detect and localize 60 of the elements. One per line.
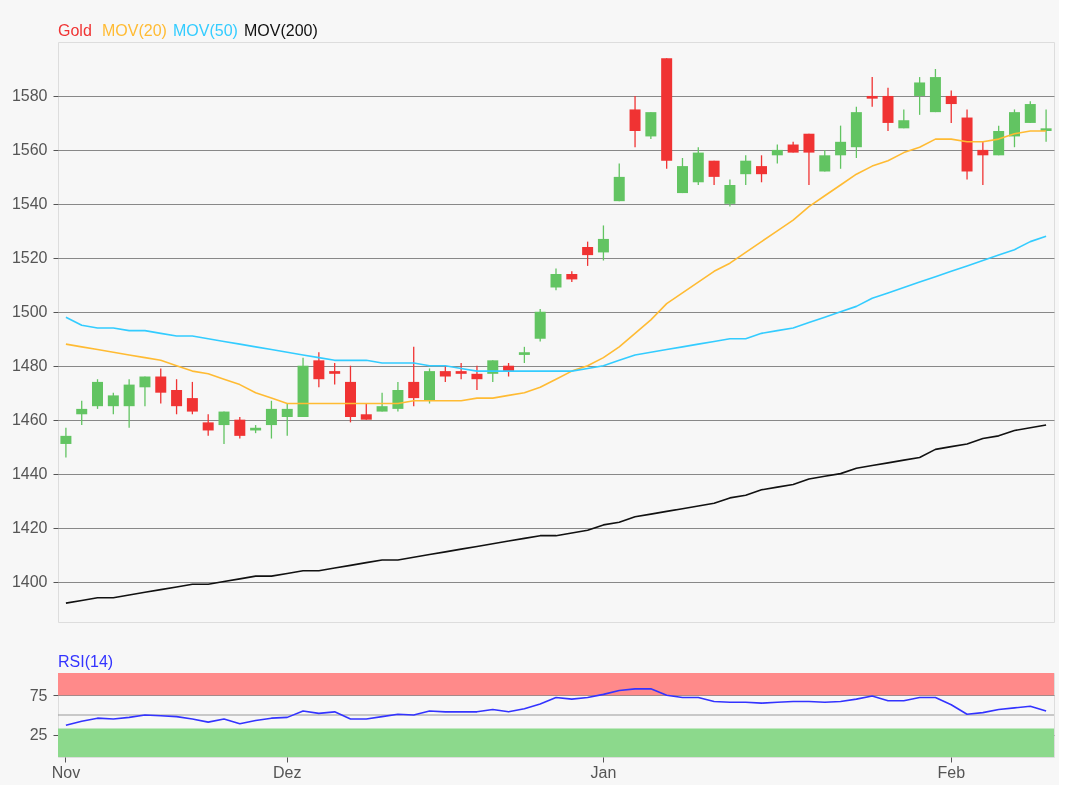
candlestick [186,381,198,415]
line-series [65,688,1047,727]
candlestick [771,143,783,165]
candlestick [171,378,183,415]
candlestick [408,346,420,407]
candlestick [550,267,562,291]
candlestick [265,400,277,440]
y-tick-label: 1420 [11,519,48,537]
x-tick-label: Feb [937,763,966,781]
x-tick-label: Dez [273,763,302,781]
line-series [65,424,1047,604]
y-tick-label: 1580 [11,87,48,105]
candlestick [756,154,768,183]
y-tick-label: 1440 [11,465,48,483]
candlestick [1040,108,1052,143]
candlestick [60,427,72,459]
y-tick-label: 1520 [11,249,48,267]
candlestick [914,76,926,116]
y-tick-label: 75 [29,686,48,704]
y-tick-label: 25 [29,726,48,744]
candlestick [218,410,230,445]
candlestick [471,365,483,391]
text: MOV(50) [173,22,238,39]
text: MOV(200) [244,22,318,39]
y-tick-label: 1500 [11,303,48,321]
x-tick-label: Nov [51,763,81,781]
candlestick [740,154,752,186]
candlestick [708,160,720,186]
candlestick [234,416,246,440]
candlestick [1024,100,1036,124]
candlestick [582,240,594,267]
text: RSI(14) [58,653,114,670]
candlestick [107,392,119,415]
text: MOV(20) [102,22,167,39]
y-tick-label: 1480 [11,357,48,375]
candlestick [392,381,404,413]
candlestick [597,224,609,262]
candlestick [202,413,214,437]
y-tick-label: 1400 [11,573,48,591]
candlestick [455,362,467,380]
candlestick [139,375,151,407]
candlestick [724,178,736,208]
y-tick-label: 1540 [11,195,48,213]
candlestick [123,378,135,429]
candlestick [313,351,325,388]
candlestick [977,141,989,186]
candlestick [945,89,957,124]
candlestick [629,95,641,148]
candlestick [866,76,878,108]
candlestick [281,402,293,437]
candlestick [76,400,88,426]
text: Gold [58,22,92,39]
y-tick-label: 1560 [11,141,48,159]
x-tick-label: Jan [590,763,617,781]
y-tick-label: 1460 [11,411,48,429]
candlestick [376,392,388,413]
candlestick [155,367,167,405]
candlestick [329,362,341,386]
candlestick [835,124,847,170]
candlestick [803,133,815,186]
